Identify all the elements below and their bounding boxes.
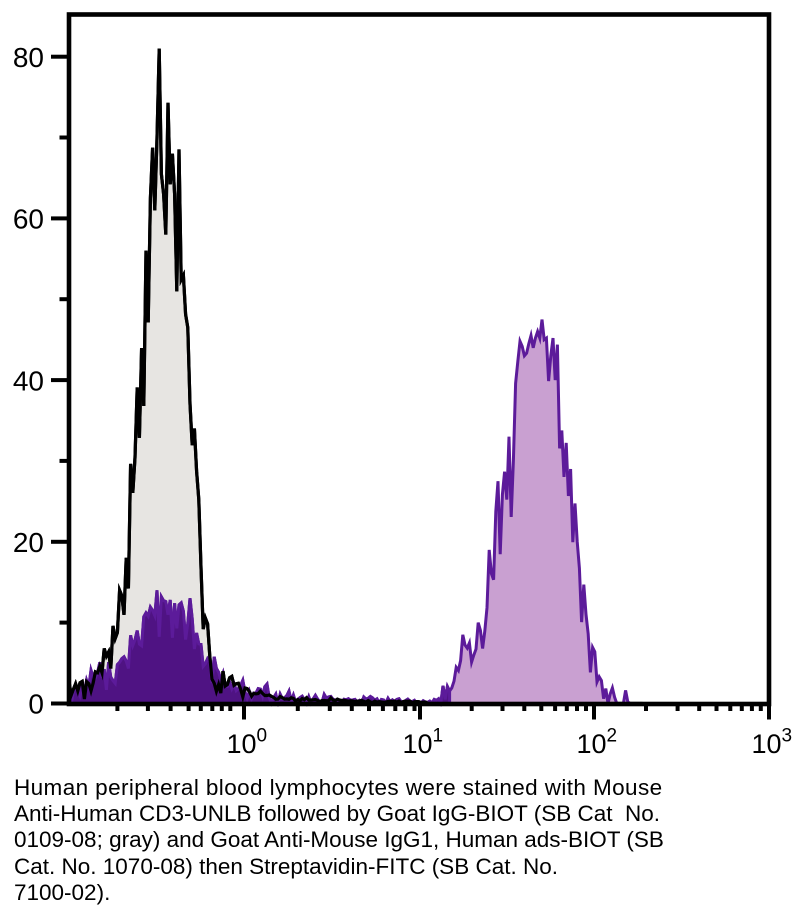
svg-text:80: 80 xyxy=(13,42,44,73)
svg-text:100: 100 xyxy=(227,726,268,760)
svg-text:40: 40 xyxy=(13,365,44,396)
svg-text:103: 103 xyxy=(752,726,793,760)
svg-text:0: 0 xyxy=(28,689,44,720)
svg-text:60: 60 xyxy=(13,204,44,235)
svg-text:101: 101 xyxy=(403,726,444,760)
svg-text:102: 102 xyxy=(577,726,618,760)
svg-text:20: 20 xyxy=(13,527,44,558)
